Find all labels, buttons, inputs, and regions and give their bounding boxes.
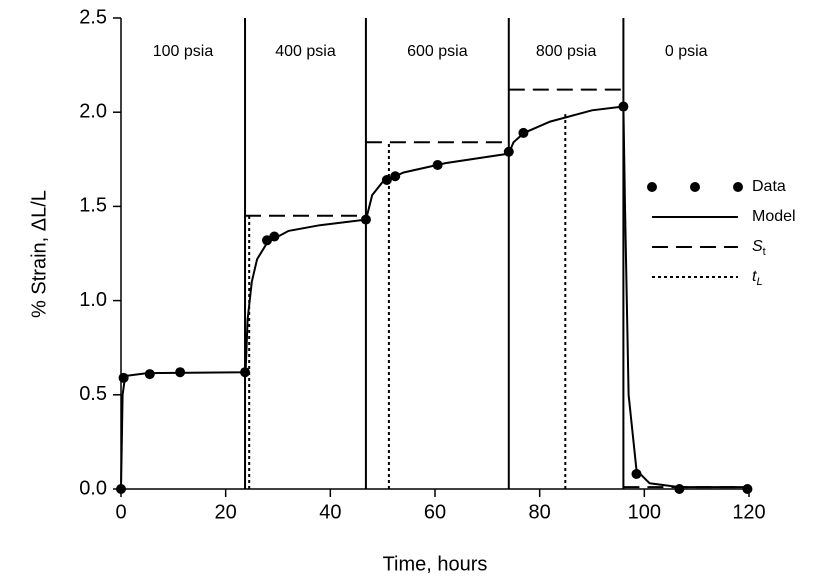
series-line [245,88,749,489]
y-tick-label: 1.0 [79,289,107,311]
data-point [742,484,753,494]
legend-marker [647,182,657,192]
phase-label: 800 psia [536,43,597,60]
x-axis-label: Time, hours [383,553,488,575]
phase-label: 400 psia [275,43,336,60]
phase-label: 600 psia [407,43,468,60]
x-tick-label: 40 [319,501,341,523]
legend-marker [733,182,743,192]
x-tick-label: 60 [424,501,446,523]
y-tick-label: 0.5 [79,383,107,405]
model-line [120,105,749,490]
y-tick-label: 1.5 [79,195,107,217]
y-axis-label: % Strain, ΔL/L [28,190,50,318]
y-tick-label: 2.0 [79,100,107,122]
x-tick-label: 120 [732,501,765,523]
x-tick-label: 20 [215,501,237,523]
series-line [248,114,567,489]
data-point [674,484,685,494]
legend-marker [690,182,700,192]
legend-label: tL [752,268,763,288]
x-tick-label: 100 [628,501,661,523]
y-tick-label: 2.5 [79,6,107,28]
y-tick-label: 0.0 [79,477,107,499]
legend-label: Data [752,178,786,195]
x-tick-label: 80 [529,501,551,523]
phase-label: 0 psia [665,43,708,60]
legend-label: St [752,238,766,258]
phase-label: 100 psia [153,43,214,60]
legend-label: Model [752,208,796,225]
x-tick-label: 0 [115,501,126,523]
